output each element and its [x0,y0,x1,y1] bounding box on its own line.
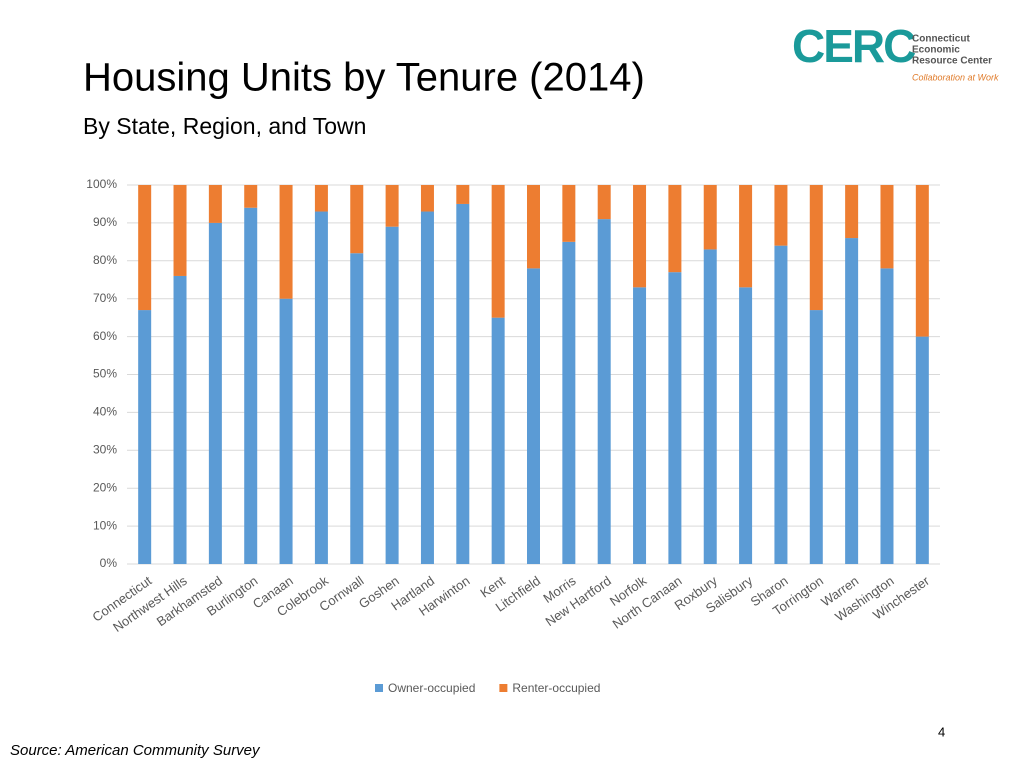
bar-segment [350,185,364,254]
y-tick-label: 0% [100,556,118,570]
bar-segment [420,211,434,564]
bar-segment [880,185,894,269]
bar-segment [703,185,717,250]
bar-segment [774,185,788,246]
bar-segment [456,185,470,204]
y-tick-label: 90% [93,215,117,229]
bar-segment [456,203,470,564]
logo-text: Connecticut [912,34,970,45]
bar-segment [739,287,753,564]
logo-tagline: Collaboration at Work [912,72,999,82]
bar-segment [279,298,293,564]
y-tick-label: 30% [93,442,117,456]
bar-segment [350,253,364,564]
bar-segment [597,185,611,220]
bar-segment [208,185,222,223]
bar-segment [420,185,434,212]
bar-segment [527,268,540,564]
y-tick-label: 100% [86,177,117,191]
bar-segment [491,185,505,318]
bar-segment [915,336,929,564]
bar-segment [385,226,399,564]
bar-segment [562,241,576,564]
logo-text: Resource Center [912,56,992,67]
bar-segment [703,249,717,564]
y-tick-label: 40% [93,405,117,419]
bar-segment [562,185,576,242]
bar-segment [279,185,293,299]
bar-segment [739,185,753,288]
y-tick-label: 50% [93,367,117,381]
y-tick-label: 80% [93,253,117,267]
bar-segment [668,185,682,273]
y-tick-label: 10% [93,518,117,532]
bar-segment [809,310,823,564]
bar-segment [244,185,258,208]
bar-segment [633,185,647,288]
bar-segment [173,275,187,564]
logo-mark: CERC [792,20,915,72]
bar-segment [845,238,859,564]
bar-segment [314,211,328,564]
bar-segment [385,185,399,227]
source-note: Source: American Community Survey [10,742,261,759]
bar-segment [880,268,894,564]
bar-segment [668,272,682,564]
bar-segment [491,317,505,564]
bar-segment [597,219,611,565]
bar-segment [244,207,258,565]
legend-swatch [375,684,383,692]
page-number: 4 [938,724,945,739]
chart-subtitle: By State, Region, and Town [83,113,366,139]
y-tick-label: 60% [93,329,117,343]
chart-title: Housing Units by Tenure (2014) [83,56,645,100]
bar-segment [527,185,540,269]
legend-label: Owner-occupied [388,681,475,695]
bar-segment [633,287,647,564]
bar-segment [173,185,187,276]
bar-segment [845,185,859,239]
bar-segment [774,245,788,564]
bar-segment [138,185,152,311]
bar-segment [915,185,929,337]
y-tick-label: 20% [93,480,117,494]
bar-segment [809,185,823,311]
y-tick-label: 70% [93,291,117,305]
legend-label: Renter-occupied [512,681,600,695]
bar-segment [208,222,222,564]
legend-swatch [499,684,508,692]
bar-segment [314,185,328,212]
bar-segment [138,310,152,564]
logo-text: Economic [912,45,960,56]
